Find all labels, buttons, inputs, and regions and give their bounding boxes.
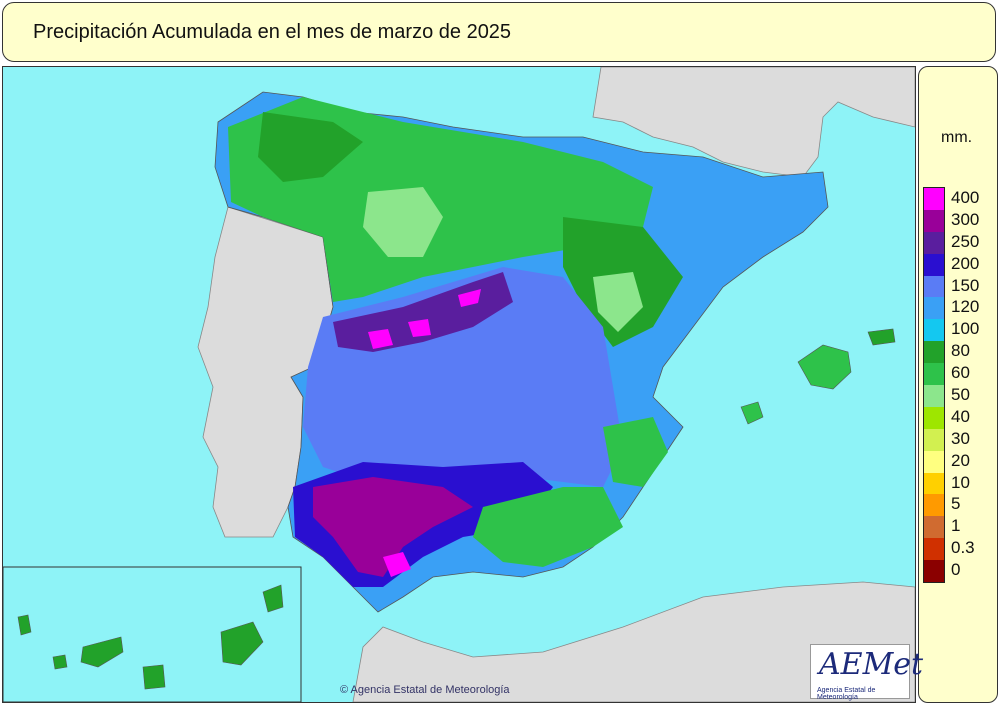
map-panel (2, 66, 916, 703)
copyright-credit: © Agencia Estatal de Meteorología (340, 684, 510, 696)
precipitation-map (3, 67, 915, 702)
legend-panel: mm. 400 300 250 200 150 120 100 80 60 50 40 30 20 10 5… (918, 66, 998, 703)
legend-label: 400 (951, 188, 980, 207)
levante-green (603, 417, 668, 487)
legend-swatch (924, 209, 944, 232)
legend-unit: mm. (941, 129, 973, 146)
legend-label: 40 (951, 406, 970, 426)
legend-swatch (924, 428, 944, 451)
title-panel: Precipitación Acumulada en el mes de mar… (2, 2, 996, 62)
africa-land (352, 581, 915, 702)
aragon-light-green (593, 272, 643, 332)
legend-label: 20 (951, 450, 970, 470)
legend-swatch (924, 538, 944, 561)
north-dark-green (258, 112, 363, 182)
map-title: Precipitación Acumulada en el mes de mar… (33, 21, 512, 43)
legend-label: 1 (951, 516, 961, 536)
ibiza (740, 401, 764, 425)
logo-wordmark: AEMet (819, 647, 924, 682)
legend-label: 250 (951, 231, 980, 251)
legend-swatch (924, 297, 944, 320)
andalucia-max (313, 477, 473, 577)
sistema-central-peak (368, 289, 481, 349)
legend-label: 120 (951, 297, 980, 317)
legend-color-scale (923, 187, 945, 584)
legend-label: 80 (951, 341, 970, 361)
legend-label: 0 (951, 560, 961, 580)
legend-swatch (924, 406, 944, 429)
canary-islands (17, 584, 284, 690)
southeast-green (473, 487, 623, 567)
legend-swatch (924, 341, 944, 364)
legend-swatch (924, 253, 944, 276)
legend-swatch (924, 560, 944, 583)
legend-label: 50 (951, 385, 970, 405)
legend-label: 300 (951, 209, 980, 229)
legend-label: 30 (951, 428, 970, 448)
legend-swatch (924, 231, 944, 254)
legend-swatch (924, 363, 944, 386)
menorca (867, 328, 896, 346)
legend-swatch (924, 275, 944, 298)
mallorca (797, 344, 852, 390)
malaga-peak (383, 552, 411, 577)
legend-swatch (924, 516, 944, 539)
legend-label: 200 (951, 253, 980, 273)
legend-label: 100 (951, 319, 980, 339)
aemet-logo: AEMet Agencia Estatal de Meteorología (810, 644, 923, 701)
castilla-light-green (363, 187, 443, 257)
legend-swatch (924, 188, 944, 210)
legend-swatch (924, 494, 944, 517)
legend-swatch (924, 319, 944, 342)
legend-swatch (924, 385, 944, 407)
legend-label: 60 (951, 363, 970, 383)
legend-swatch (924, 472, 944, 495)
legend-swatch (924, 450, 944, 473)
logo-subtitle: Agencia Estatal de Meteorología (817, 687, 876, 701)
legend-label: 5 (951, 494, 961, 514)
legend-labels: 400 300 250 200 150 120 100 80 60 50 40 30 20 10 5 1 0.3… (951, 187, 979, 581)
legend-label: 10 (951, 472, 970, 492)
legend-label: 0.3 (951, 538, 975, 558)
legend-label: 150 (951, 275, 980, 295)
